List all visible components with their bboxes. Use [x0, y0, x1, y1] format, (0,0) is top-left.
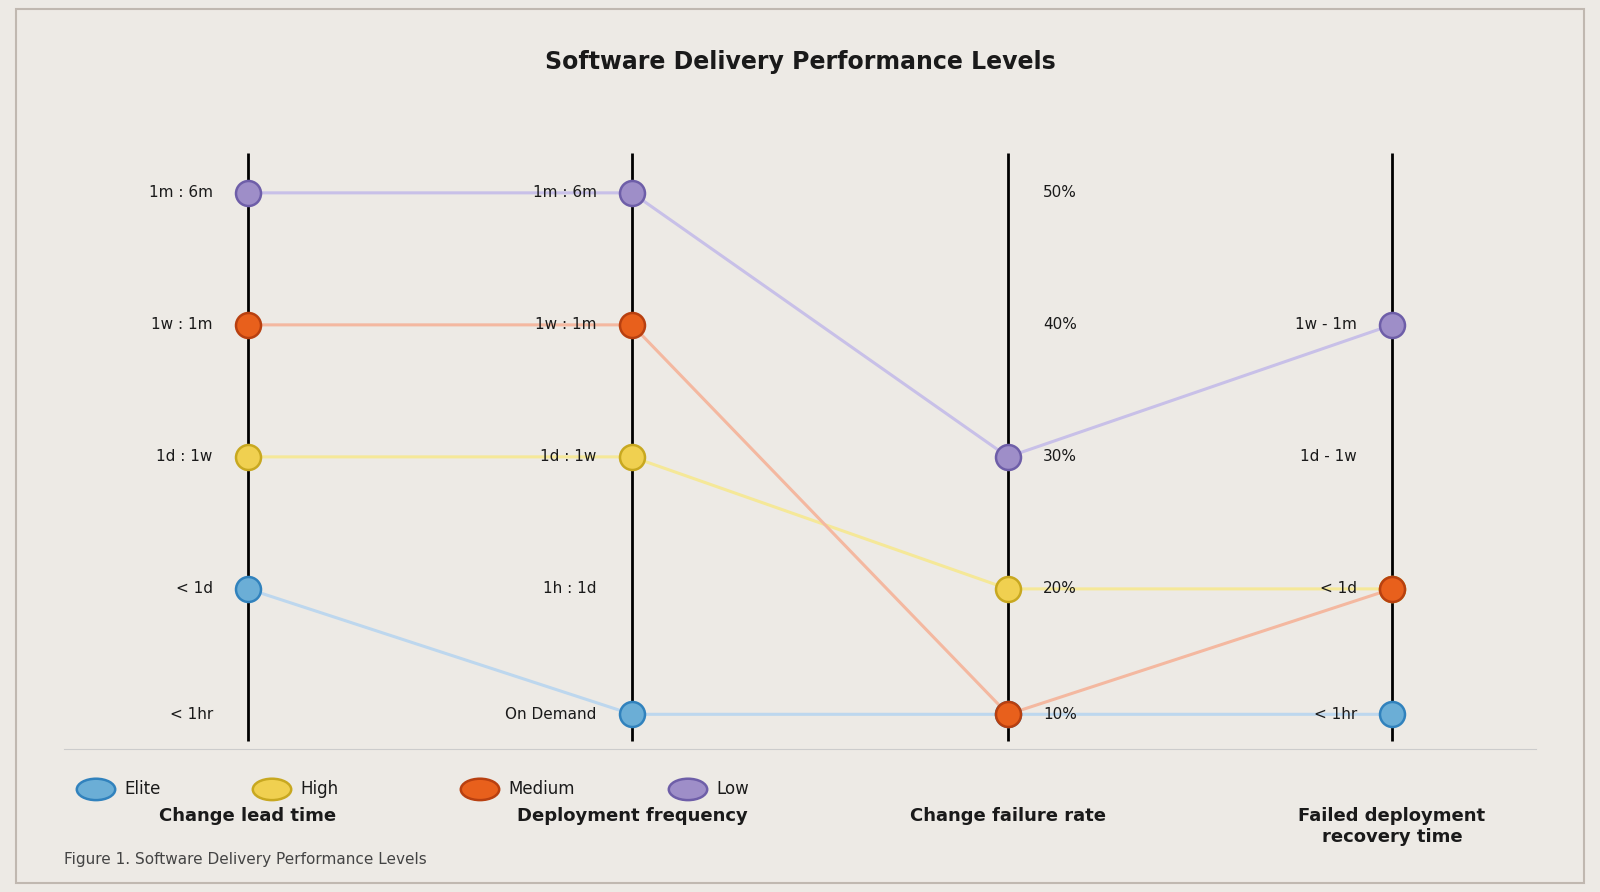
Text: 1m : 6m: 1m : 6m	[533, 186, 597, 201]
Text: Medium: Medium	[509, 780, 576, 798]
Text: Deployment frequency: Deployment frequency	[517, 806, 747, 825]
Text: 1w : 1m: 1w : 1m	[152, 318, 213, 333]
Text: 50%: 50%	[1043, 186, 1077, 201]
Text: 1d : 1w: 1d : 1w	[541, 450, 597, 465]
Text: < 1hr: < 1hr	[1314, 706, 1357, 722]
Text: 1m : 6m: 1m : 6m	[149, 186, 213, 201]
Text: 1d : 1w: 1d : 1w	[157, 450, 213, 465]
Text: 40%: 40%	[1043, 318, 1077, 333]
Text: 30%: 30%	[1043, 450, 1077, 465]
Text: High: High	[301, 780, 339, 798]
Text: Failed deployment
recovery time: Failed deployment recovery time	[1299, 806, 1485, 846]
Text: 20%: 20%	[1043, 582, 1077, 597]
Text: Software Delivery Performance Levels: Software Delivery Performance Levels	[544, 50, 1056, 74]
Text: 1d - 1w: 1d - 1w	[1301, 450, 1357, 465]
Text: On Demand: On Demand	[506, 706, 597, 722]
Text: 10%: 10%	[1043, 706, 1077, 722]
Text: Elite: Elite	[125, 780, 162, 798]
Text: Low: Low	[717, 780, 749, 798]
Text: < 1d: < 1d	[1320, 582, 1357, 597]
Text: < 1hr: < 1hr	[170, 706, 213, 722]
Text: Change failure rate: Change failure rate	[910, 806, 1106, 825]
Text: 1w : 1m: 1w : 1m	[536, 318, 597, 333]
Text: 1h : 1d: 1h : 1d	[544, 582, 597, 597]
Text: Change lead time: Change lead time	[160, 806, 336, 825]
Text: 1w - 1m: 1w - 1m	[1294, 318, 1357, 333]
Text: Figure 1. Software Delivery Performance Levels: Figure 1. Software Delivery Performance …	[64, 852, 427, 867]
Text: < 1d: < 1d	[176, 582, 213, 597]
